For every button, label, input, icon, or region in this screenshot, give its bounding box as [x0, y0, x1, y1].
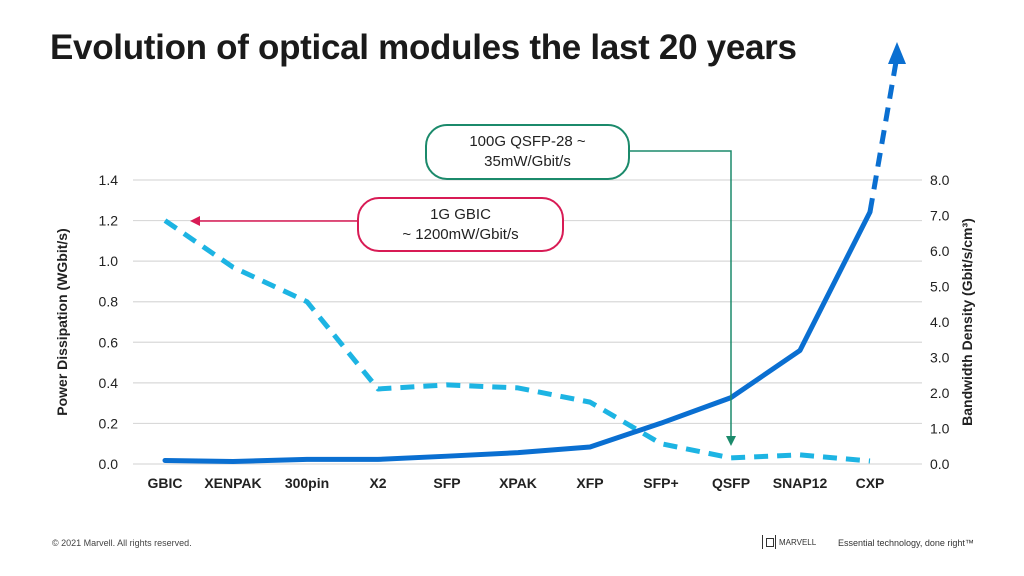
y-axis-label-left: Power Dissipation (WGbit/s) — [54, 228, 70, 415]
x-tick-snap12: SNAP12 — [773, 475, 828, 491]
annotation-qsfp-line2: 35mW/Gbit/s — [484, 153, 571, 170]
annotation-gbic-line1: 1G GBIC — [430, 205, 491, 223]
y-left-tick: 0.6 — [99, 334, 119, 350]
y-left-tick: 0.0 — [99, 456, 119, 472]
y-left-tick: 0.8 — [99, 294, 119, 310]
annotation-qsfp-line1: 100G QSFP-28 ~ — [469, 133, 586, 150]
x-tick-xfp: XFP — [576, 475, 603, 491]
y-right-tick: 1.0 — [930, 421, 950, 437]
series-power-dissipation-line — [163, 218, 871, 464]
annotation-qsfp-pointer — [627, 150, 732, 437]
annotation-gbic-line2: ~ 1200mW/Gbit/s — [402, 225, 519, 243]
trend-extension-line — [867, 61, 899, 213]
y-left-tick: 0.4 — [99, 375, 119, 391]
marvell-logo: MARVELL — [762, 535, 816, 549]
y-right-tick: 7.0 — [930, 208, 950, 224]
annotation-gbic: 1G GBIC ~ 1200mW/Gbit/s — [357, 197, 564, 252]
x-tick-xenpak: XENPAK — [204, 475, 261, 491]
x-tick-300pin: 300pin — [285, 475, 329, 491]
page-title: Evolution of optical modules the last 20… — [50, 28, 797, 67]
y-right-tick: 3.0 — [930, 350, 950, 366]
y-right-tick: 5.0 — [930, 279, 950, 295]
y-right-tick: 2.0 — [930, 385, 950, 401]
y-right-tick: 4.0 — [930, 314, 950, 330]
x-tick-x2: X2 — [369, 475, 386, 491]
x-tick-sfp-plus: SFP+ — [643, 475, 678, 491]
y-left-tick: 1.0 — [99, 253, 119, 269]
arrowhead-icon — [726, 436, 736, 446]
y-left-tick: 1.2 — [99, 213, 119, 229]
y-right-tick: 8.0 — [930, 172, 950, 188]
tagline: Essential technology, done right™ — [838, 538, 974, 548]
copyright: © 2021 Marvell. All rights reserved. — [52, 538, 192, 548]
arrowhead-icon — [190, 216, 200, 226]
annotation-qsfp: 100G QSFP-28 ~ 35mW/Gbit/s — [425, 124, 630, 180]
x-tick-sfp: SFP — [433, 475, 460, 491]
y-left-tick: 1.4 — [99, 172, 119, 188]
y-left-tick: 0.2 — [99, 415, 119, 431]
y-axis-label-right: Bandwidth Density (Gbit/s/cm³) — [959, 218, 975, 426]
y-right-tick: 0.0 — [930, 456, 950, 472]
y-right-tick: 6.0 — [930, 243, 950, 259]
logo-text: MARVELL — [779, 537, 817, 547]
marvell-logo-icon — [762, 535, 776, 549]
x-tick-qsfp: QSFP — [712, 475, 750, 491]
x-tick-cxp: CXP — [856, 475, 885, 491]
x-tick-gbic: GBIC — [148, 475, 183, 491]
trend-arrow-icon — [888, 42, 906, 64]
x-tick-xpak: XPAK — [499, 475, 537, 491]
